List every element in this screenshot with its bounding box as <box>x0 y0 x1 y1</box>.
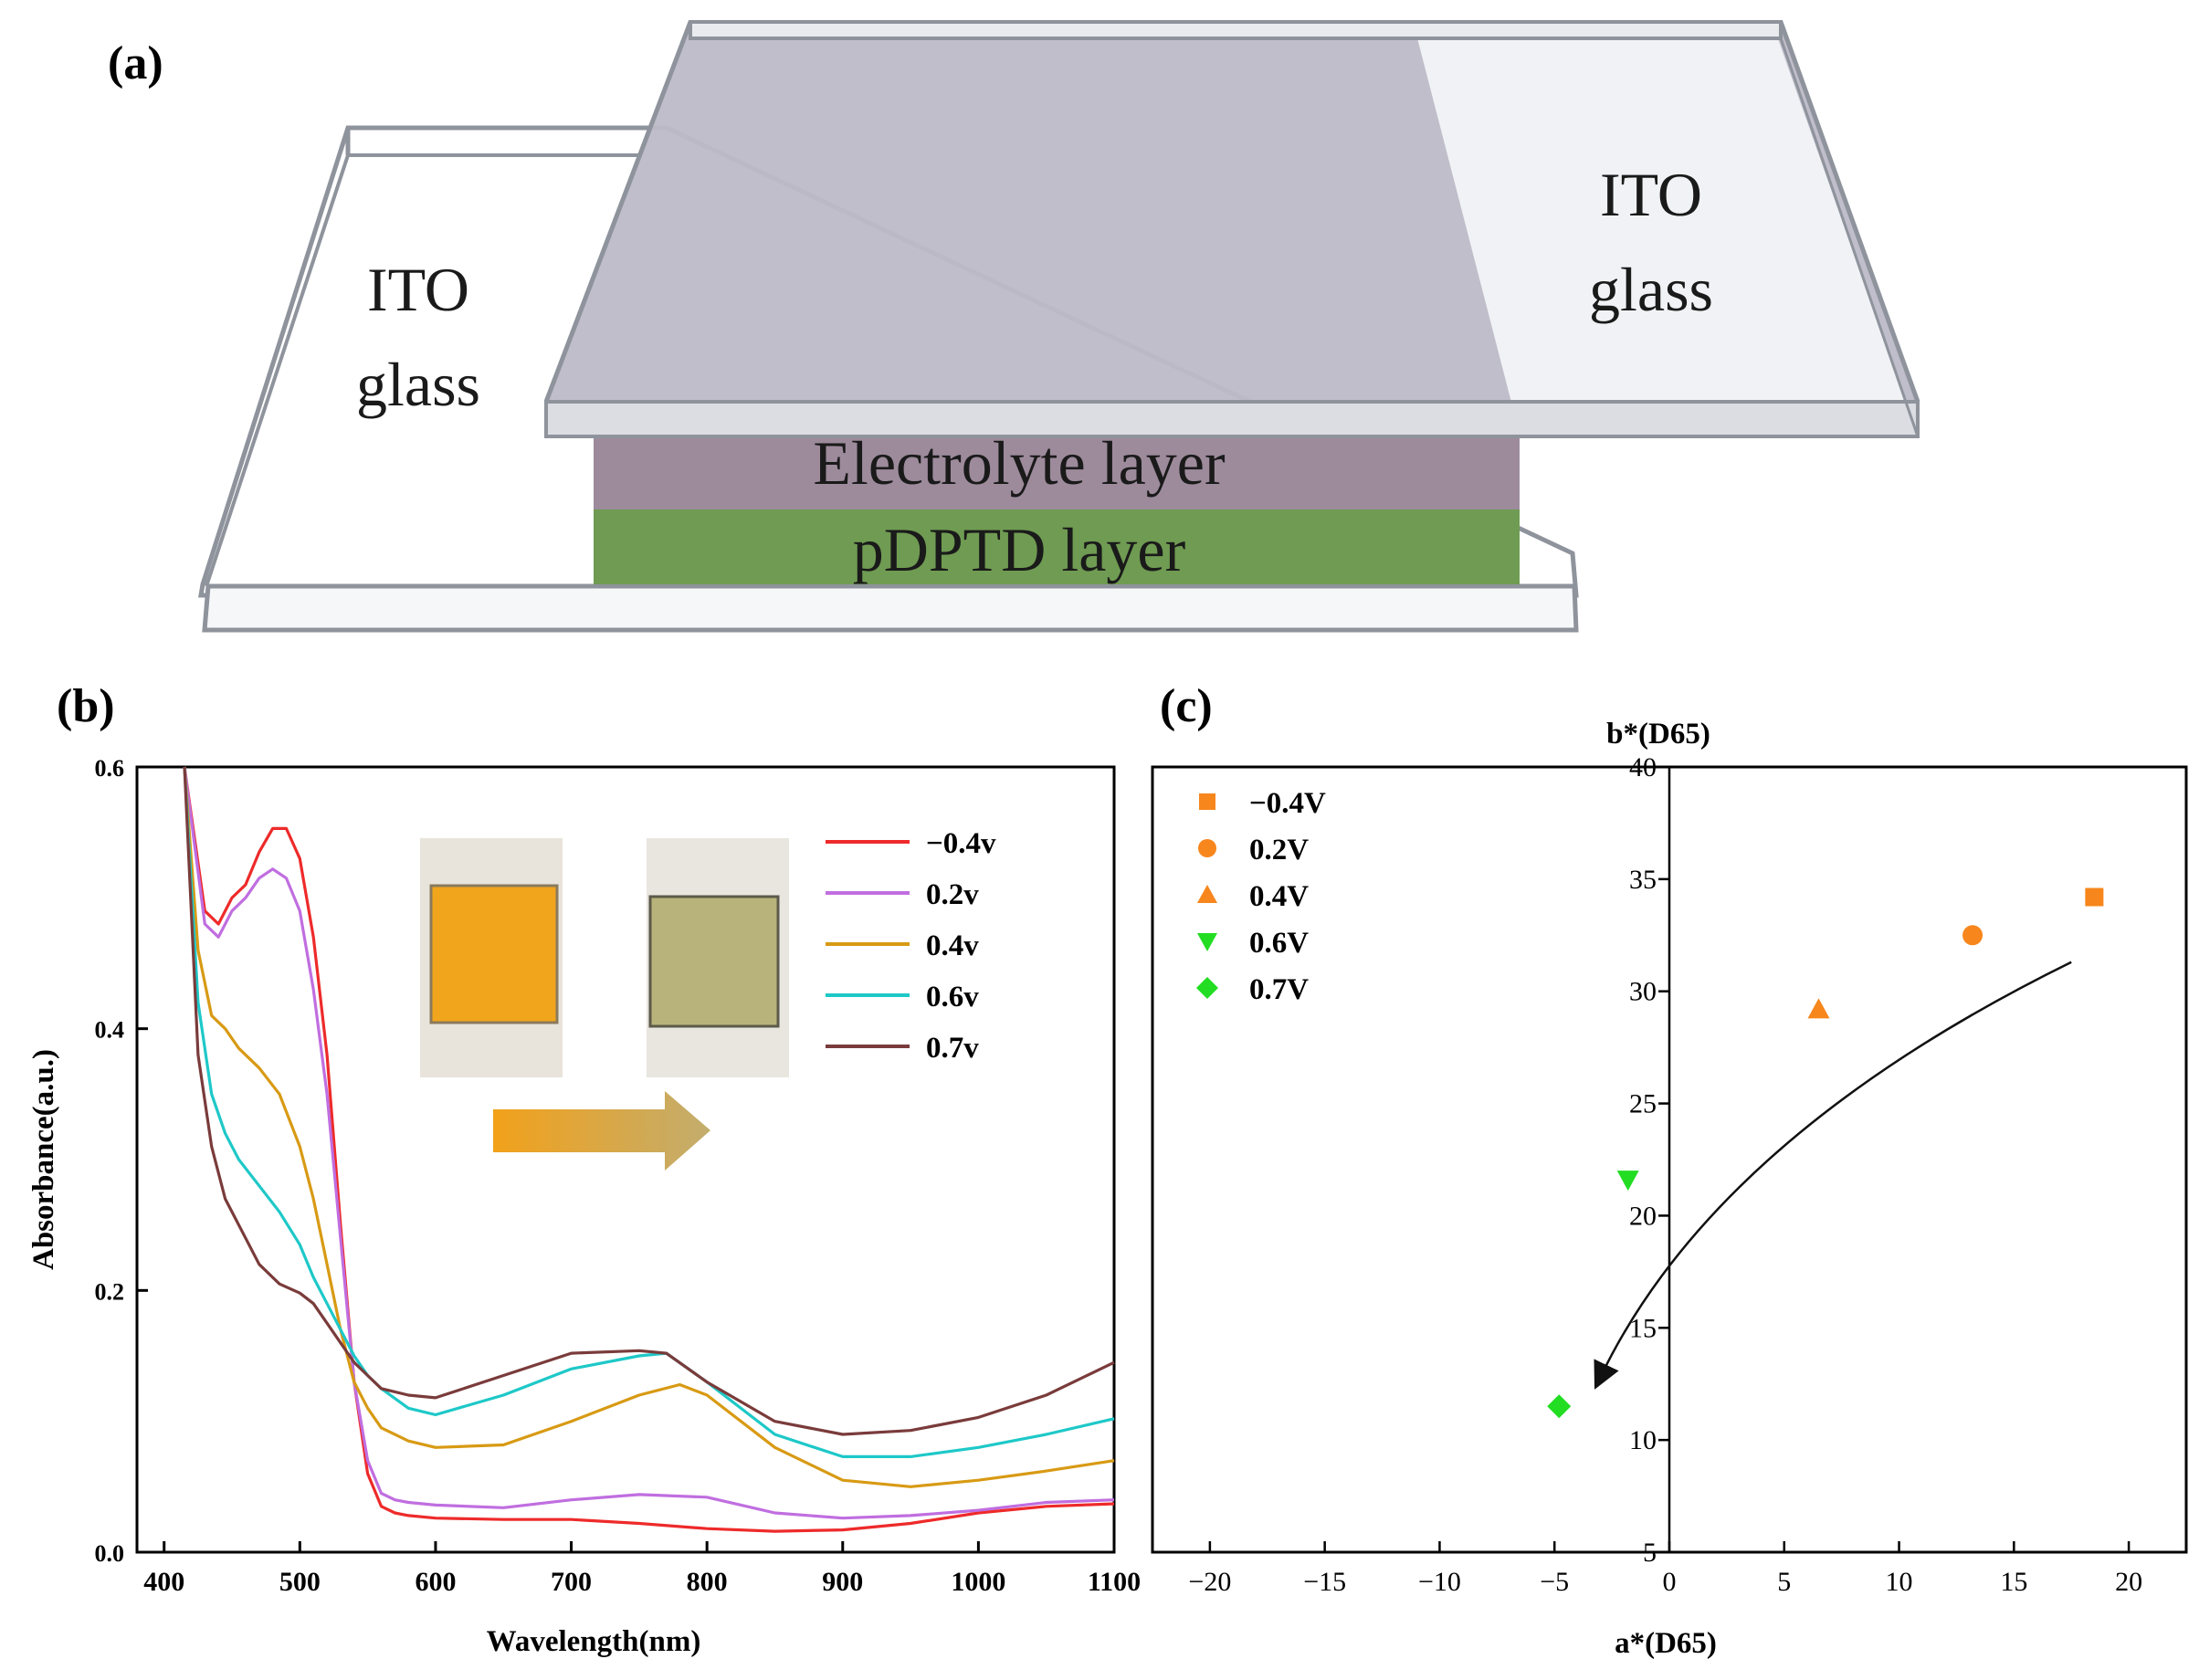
chart-c-legend-label: 0.2V <box>1249 834 1309 866</box>
panel-a-label: (a) <box>108 37 163 89</box>
chart-c-point <box>1547 1394 1572 1419</box>
electrolyte-layer-label: Electrolyte layer <box>813 428 1226 498</box>
left-glass-label-line1: ITO <box>367 255 469 324</box>
chart-c-legend-label: 0.4V <box>1249 880 1309 913</box>
chart-c-legend-marker <box>1197 933 1217 951</box>
chart-b-ytick-label: 0.6 <box>95 755 125 782</box>
chart-b-xtick-label: 1100 <box>1088 1567 1141 1597</box>
chart-c-ytick-label: 40 <box>1629 752 1657 782</box>
chart-c-legend-marker <box>1197 885 1217 903</box>
chart-b-ytick-label: 0.4 <box>95 1017 125 1044</box>
chart-c-legend-marker <box>1198 839 1216 857</box>
chart-b-series-line <box>183 766 1115 1520</box>
chart-c-ytick-label: 5 <box>1643 1538 1657 1568</box>
chart-b-series-line <box>183 766 1115 1488</box>
device-photos-inset <box>420 838 789 1171</box>
chart-b-xtick-label: 600 <box>415 1567 456 1597</box>
electrolyte-layer <box>594 429 1520 509</box>
chart-b-xtick-label: 700 <box>551 1567 592 1597</box>
chart-c-trend-curve <box>1594 961 2072 1390</box>
chart-b-ytick-label: 0.0 <box>95 1540 125 1567</box>
photo-green-state <box>648 895 780 1028</box>
pdptd-layer-label: pDPTD layer <box>853 515 1186 584</box>
chart-c-ytick-label: 25 <box>1629 1089 1657 1119</box>
chart-b-legend-label: 0.2v <box>926 878 979 911</box>
chart-b-legend-label: −0.4v <box>926 827 996 860</box>
chart-c-legend: −0.4V 0.2V 0.4V 0.6V 0.7V <box>1196 787 1326 1006</box>
chart-c-legend-label: −0.4V <box>1249 787 1326 820</box>
photo-orange-state <box>429 884 559 1024</box>
chart-b-xtick-label: 800 <box>687 1567 728 1597</box>
panel-b-label: (b) <box>57 680 115 732</box>
panel-a: (a) ITO glass ITO glass Electrolyte laye… <box>108 20 1920 633</box>
chart-b-ylabel: Absorbance(a.u.) <box>27 1049 60 1270</box>
chart-c-point <box>2085 887 2104 907</box>
pdptd-layer <box>594 509 1520 584</box>
chart-c-ytick-label: 20 <box>1629 1201 1657 1231</box>
right-glass-label-line1: ITO <box>1600 160 1702 229</box>
chart-c-trend-arrow <box>1594 961 2072 1390</box>
chart-b-ticks: 400 500 600 700 800 900 1000 1100 0.0 0.2 0.4 0.6 <box>95 755 1142 1597</box>
top-ito-glass <box>543 20 1920 438</box>
chart-b-series-line <box>183 766 1115 1436</box>
chart-c-ytick-label: 35 <box>1629 865 1657 895</box>
chart-c-xtick-label: 5 <box>1777 1567 1791 1597</box>
chart-b-xtick-label: 500 <box>279 1567 321 1597</box>
chart-b-legend-label: 0.4v <box>926 929 979 962</box>
color-change-arrow <box>493 1091 710 1171</box>
chart-c-xtick-label: −20 <box>1188 1567 1231 1597</box>
chart-b-xtick-label: 900 <box>822 1567 863 1597</box>
chart-b-legend: −0.4v 0.2v 0.4v 0.6v 0.7v <box>826 827 996 1065</box>
panel-b: (b) 400 500 600 700 800 900 1000 1100 0.0 0.2 0.4 0… <box>27 680 1141 1658</box>
chart-c-point <box>1616 1171 1639 1192</box>
chart-c-xtick-label: −15 <box>1303 1567 1346 1597</box>
chart-c-legend-marker <box>1199 793 1215 810</box>
chart-b-frame <box>135 765 1116 1554</box>
chart-c-xtick-label: −10 <box>1418 1567 1461 1597</box>
chart-b-legend-label: 0.6v <box>926 981 979 1013</box>
chart-c-xtick-label: −5 <box>1540 1567 1569 1597</box>
chart-c-points <box>1547 887 2104 1419</box>
chart-c-point <box>1962 925 1983 946</box>
chart-b-xtick-label: 1000 <box>951 1567 1005 1597</box>
chart-c-xlabel: a*(D65) <box>1615 1627 1717 1660</box>
chart-c-legend-marker <box>1196 977 1218 999</box>
chart-c-point <box>1807 998 1830 1019</box>
panel-c-label: (c) <box>1160 680 1213 732</box>
chart-c-xtick-label: 15 <box>2000 1567 2027 1597</box>
chart-c-ytick-label: 10 <box>1629 1425 1657 1455</box>
chart-b-xlabel: Wavelength(nm) <box>487 1625 701 1658</box>
chart-b-series <box>183 766 1115 1533</box>
chart-c-legend-label: 0.7V <box>1249 973 1309 1006</box>
chart-b-legend-label: 0.7v <box>926 1032 979 1065</box>
chart-b-xtick-label: 400 <box>143 1567 184 1597</box>
chart-b-ytick-label: 0.2 <box>95 1278 125 1305</box>
right-glass-label-line2: glass <box>1589 255 1713 324</box>
chart-c-xtick-label: 20 <box>2115 1567 2142 1597</box>
chart-c-ylabel: b*(D65) <box>1606 718 1710 751</box>
left-glass-label-line2: glass <box>356 350 480 419</box>
chart-c-ytick-label: 30 <box>1629 977 1657 1007</box>
chart-c-xtick-label: 10 <box>1886 1567 1913 1597</box>
chart-b-series-line <box>183 766 1115 1533</box>
chart-c-legend-label: 0.6V <box>1249 927 1309 960</box>
chart-c-xtick-label: 0 <box>1663 1567 1677 1597</box>
